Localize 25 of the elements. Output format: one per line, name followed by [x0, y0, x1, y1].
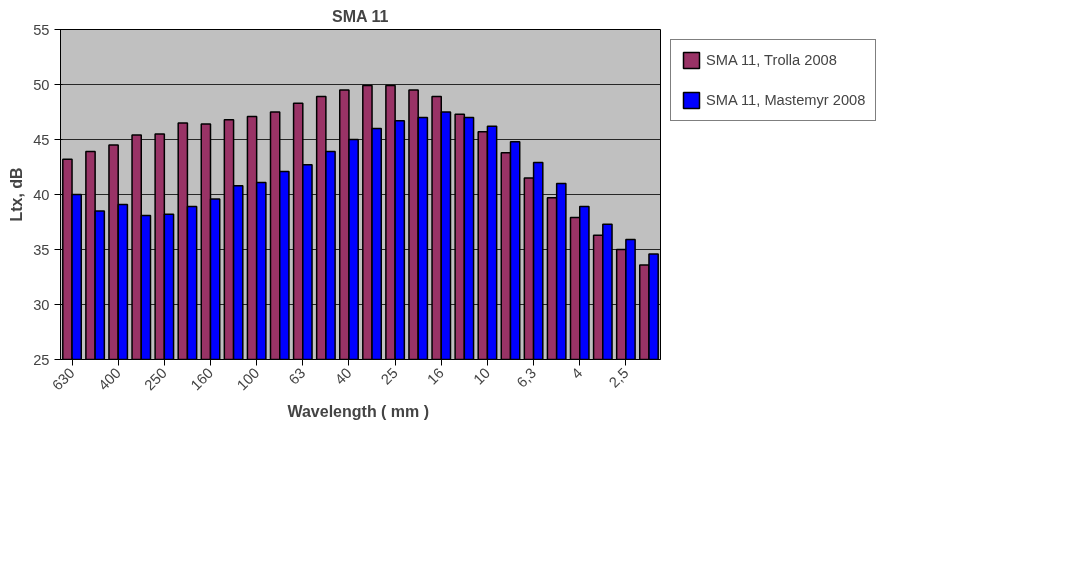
legend-label: SMA 11, Trolla 2008 [706, 52, 837, 68]
y-tick-label: 35 [33, 241, 50, 258]
x-tick-label: 250 [141, 364, 171, 394]
chart-title: SMA 11 [332, 7, 389, 25]
x-tick-label: 400 [95, 364, 124, 394]
y-tick-label: 55 [33, 21, 50, 38]
x-tick-label: 630 [49, 364, 78, 394]
y-axis-title: Ltx, dB [8, 167, 26, 222]
legend-label: SMA 11, Mastemyr 2008 [706, 92, 866, 108]
x-tick-label: 6,3 [513, 364, 540, 391]
x-tick-label: 4 [568, 364, 586, 382]
x-axis-title: Wavelength ( mm ) [287, 402, 430, 420]
x-tick-label: 63 [285, 364, 309, 388]
x-tick-label: 160 [187, 364, 217, 394]
x-tick-label: 2,5 [605, 364, 632, 391]
x-tick-label: 25 [377, 364, 401, 388]
x-tick-label: 10 [470, 364, 494, 388]
x-tick-label: 40 [331, 364, 355, 388]
y-tick-label: 40 [33, 186, 50, 203]
y-tick-label: 25 [33, 351, 50, 368]
y-tick-label: 45 [33, 131, 50, 148]
x-tick-label: 100 [233, 364, 263, 394]
y-tick-label: 50 [33, 76, 50, 93]
x-tick-label: 16 [424, 364, 447, 388]
y-tick-label: 30 [33, 296, 50, 313]
